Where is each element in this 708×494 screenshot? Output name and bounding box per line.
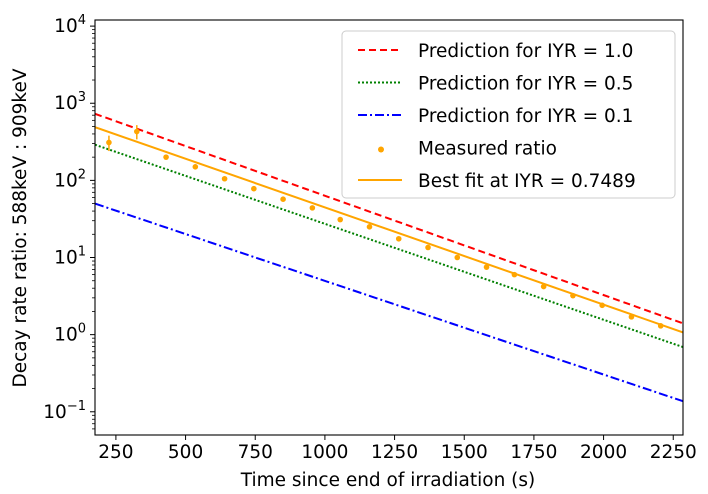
y-tick-label: 10−1 [43,399,86,423]
x-axis-label: Time since end of irradiation (s) [240,470,536,491]
y-tick-base: 10 [43,402,67,423]
series-line-2 [95,202,683,403]
y-tick-label: 102 [54,167,86,191]
y-axis-label: Decay rate ratio: 588keV : 909keV [10,68,31,387]
measured-ratio-point [366,224,373,230]
y-tick-label: 101 [54,245,86,269]
measured-ratio-point [192,163,199,170]
measured-ratio-point [309,205,316,211]
measured-ratio-point [425,244,431,251]
x-tick-label: 1500 [441,442,488,463]
y-tick-exponent: 2 [78,167,86,182]
y-tick-exponent: 1 [78,245,86,260]
measured-ratio-point [483,264,490,270]
y-tick-base: 10 [54,325,78,346]
legend-label: Measured ratio [418,139,557,160]
y-tick-label: 103 [54,90,86,114]
x-tick-label: 1750 [510,442,557,463]
y-tick-exponent: 4 [78,13,86,28]
series-line-4 [95,126,683,334]
measured-ratio-point [454,254,461,261]
y-tick-base: 10 [54,16,78,37]
legend-marker-measured [378,146,384,153]
measured-ratio-point [134,128,140,135]
x-tick-label: 500 [168,442,203,463]
y-tick-label: 100 [54,322,86,346]
x-tick-label: 750 [238,442,273,463]
plot-frame [94,19,684,436]
plot-area [94,19,684,436]
measured-ratio-point [395,235,402,242]
x-tick-label: 250 [98,442,133,463]
x-axis: 250 500 750 1000 1250 1500 1750 2000 2250 [98,435,697,463]
measured-ratio-point [106,139,112,146]
x-tick-label: 1250 [371,442,418,463]
y-tick-exponent: 0 [78,322,86,337]
x-tick-label: 2250 [650,442,697,463]
y-tick-exponent: 3 [78,90,86,105]
plot-series-group [95,112,683,403]
y-tick-base: 10 [54,93,78,114]
measured-ratio-point [221,175,228,182]
legend-label: Best fit at IYR = 0.7489 [418,171,636,192]
y-tick-base: 10 [54,248,78,269]
legend-box [341,30,676,199]
x-tick-label: 1000 [301,442,348,463]
legend-label: Prediction for IYR = 0.1 [418,106,633,127]
y-tick-base: 10 [54,170,78,191]
measured-ratio-point [280,196,286,203]
measured-ratio-point [337,216,344,223]
measured-ratio-point [163,154,169,160]
series-line-0 [95,112,683,325]
y-tick-exponent: −1 [67,399,86,414]
legend-label: Prediction for IYR = 1.0 [418,41,633,62]
measured-ratio-point [251,185,257,192]
x-tick-label: 2000 [580,442,627,463]
y-tick-label: 104 [54,13,86,37]
legend-label: Prediction for IYR = 0.5 [418,74,633,95]
legend: Prediction for IYR = 1.0 Prediction for I… [341,30,676,199]
